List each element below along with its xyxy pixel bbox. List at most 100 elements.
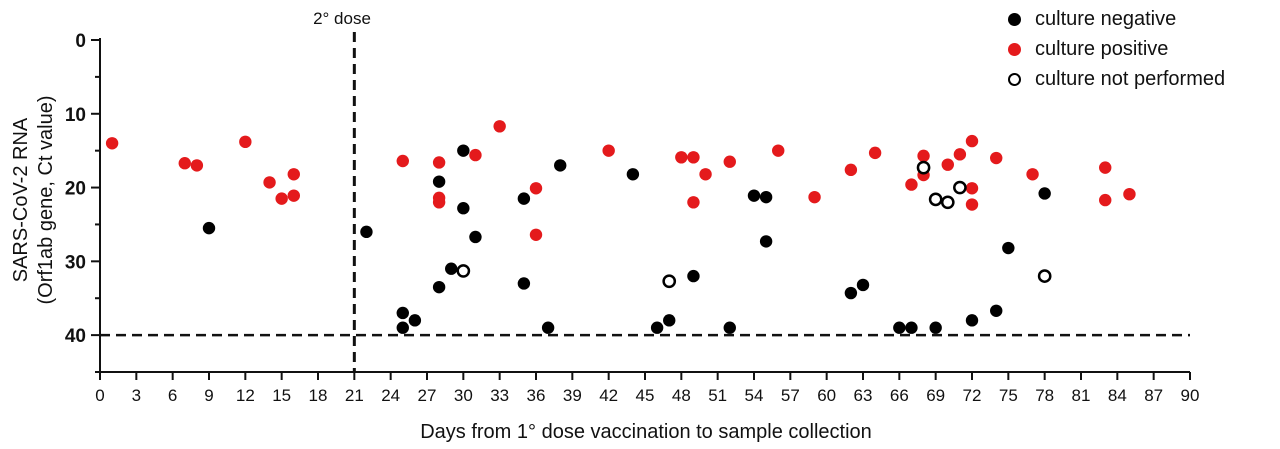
y-tick-label: 10 — [65, 105, 86, 126]
point-culture-positive — [1026, 168, 1039, 181]
y-axis-label-line-2: (Orf1ab gene, Ct value) — [35, 96, 57, 305]
x-tick-label: 21 — [345, 386, 364, 405]
point-culture-not-performed — [916, 160, 931, 175]
point-culture-negative — [457, 202, 470, 215]
point-culture-positive — [965, 198, 979, 211]
x-tick-label: 57 — [781, 386, 800, 405]
legend-item-culture-not-performed: culture not performed — [1008, 64, 1225, 94]
point-culture-positive — [965, 182, 979, 195]
point-culture-negative — [990, 304, 1003, 317]
x-tick-label: 87 — [1144, 386, 1163, 405]
point-culture-negative — [202, 221, 216, 235]
x-tick-label: 9 — [204, 386, 213, 405]
x-tick-label: 33 — [490, 386, 509, 405]
legend-item-culture-negative: culture negative — [1008, 4, 1225, 34]
x-tick-label: 42 — [599, 386, 618, 405]
point-culture-positive — [687, 151, 700, 164]
point-culture-negative — [626, 168, 640, 181]
x-tick-label: 66 — [890, 386, 909, 405]
point-culture-positive — [432, 156, 446, 169]
x-tick-label: 54 — [745, 386, 764, 405]
point-culture-positive — [493, 120, 506, 133]
point-culture-not-performed — [456, 264, 471, 278]
point-culture-positive — [105, 137, 119, 150]
x-tick-label: 63 — [854, 386, 873, 405]
legend-label-culture-negative: culture negative — [1035, 7, 1177, 30]
point-culture-negative — [445, 262, 458, 275]
point-culture-positive — [965, 134, 979, 148]
point-culture-negative — [396, 306, 409, 320]
legend-label-culture-positive: culture positive — [1035, 37, 1169, 60]
x-tick-label: 36 — [527, 386, 546, 405]
point-culture-positive — [868, 146, 882, 160]
x-tick-label: 72 — [963, 386, 982, 405]
x-tick-label: 60 — [817, 386, 836, 405]
point-culture-negative — [687, 269, 700, 283]
point-culture-negative — [469, 230, 482, 244]
x-tick-label: 3 — [132, 386, 141, 405]
x-tick-label: 69 — [926, 386, 945, 405]
point-culture-positive — [1123, 187, 1136, 201]
point-culture-positive — [396, 154, 409, 168]
y-tick-label: 0 — [75, 31, 86, 52]
point-culture-negative — [517, 192, 531, 205]
point-culture-positive — [808, 190, 821, 204]
x-tick-label: 81 — [1072, 386, 1091, 405]
x-tick-label: 15 — [272, 386, 291, 405]
legend-label-culture-not-performed: culture not performed — [1035, 67, 1226, 90]
point-culture-negative — [723, 321, 736, 334]
point-culture-negative — [856, 278, 870, 292]
point-culture-positive — [917, 149, 930, 163]
point-culture-negative — [408, 314, 422, 327]
point-culture-negative — [893, 321, 906, 334]
point-culture-negative — [541, 321, 555, 334]
point-culture-negative — [517, 277, 531, 290]
point-culture-positive — [687, 196, 700, 209]
x-tick-label: 18 — [309, 386, 328, 405]
x-tick-label: 24 — [381, 386, 400, 405]
point-culture-not-performed — [662, 274, 677, 289]
x-tick-label: 30 — [454, 386, 473, 405]
x-axis-label: Days from 1° dose vaccination to sample … — [420, 421, 872, 443]
x-tick-label: 45 — [636, 386, 655, 405]
x-tick-label: 90 — [1181, 386, 1200, 405]
point-culture-positive — [1099, 161, 1112, 174]
y-tick-label: 30 — [65, 252, 86, 273]
point-culture-negative — [432, 175, 446, 188]
point-culture-negative — [1038, 187, 1051, 200]
y-tick-label: 20 — [65, 179, 86, 200]
legend-marker-culture-negative — [1008, 12, 1021, 26]
point-culture-positive — [941, 158, 954, 171]
point-culture-positive — [990, 151, 1003, 165]
reference-lines — [100, 32, 1190, 372]
legend-marker-culture-positive — [1008, 42, 1021, 56]
point-culture-negative — [396, 321, 409, 334]
point-culture-positive — [275, 192, 288, 205]
x-tick-label: 12 — [236, 386, 255, 405]
point-culture-negative — [965, 314, 979, 327]
x-tick-label: 75 — [999, 386, 1018, 405]
point-culture-negative — [747, 189, 761, 202]
point-culture-not-performed — [940, 195, 955, 210]
point-culture-positive — [263, 176, 276, 189]
x-tick-label: 6 — [168, 386, 177, 405]
x-tick-label: 84 — [1108, 386, 1127, 405]
legend-item-culture-positive: culture positive — [1008, 34, 1225, 64]
point-culture-positive — [178, 157, 191, 170]
point-culture-positive — [529, 182, 543, 195]
x-tick-label: 78 — [1035, 386, 1054, 405]
point-culture-positive — [287, 189, 300, 202]
data-points — [105, 120, 1136, 334]
point-culture-negative — [650, 321, 664, 334]
point-culture-positive — [772, 144, 785, 157]
point-culture-negative — [1002, 241, 1015, 255]
point-culture-positive — [287, 168, 300, 181]
point-culture-positive — [469, 148, 482, 162]
point-culture-negative — [759, 235, 773, 248]
point-culture-positive — [1099, 193, 1112, 207]
point-culture-positive — [905, 178, 918, 191]
legend: culture negative culture positive cultur… — [1008, 4, 1225, 94]
point-culture-positive — [190, 159, 204, 172]
